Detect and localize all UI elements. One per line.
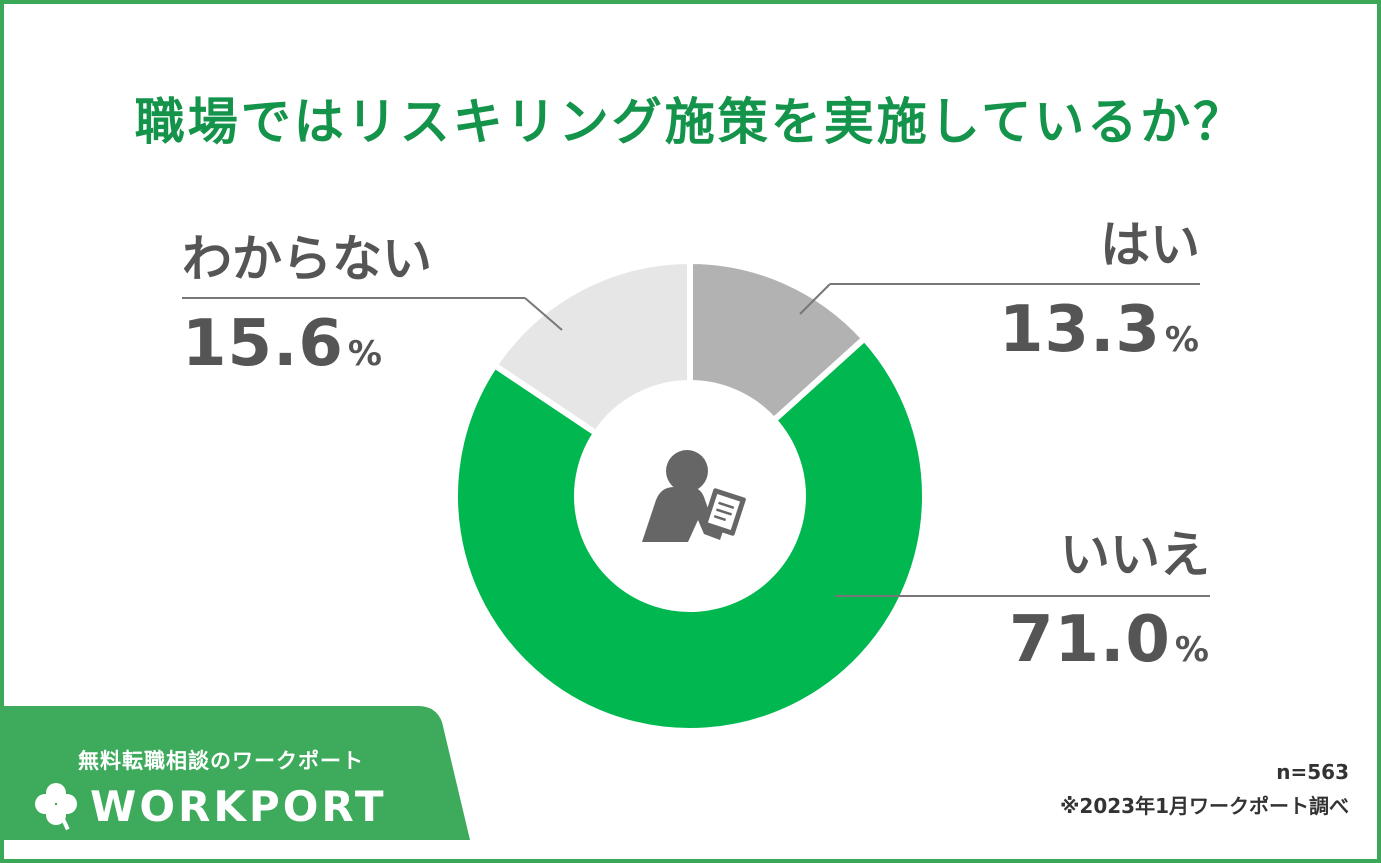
label-unknown-value: 15.6 — [182, 307, 344, 381]
slice-yes — [687, 257, 869, 425]
source-note: ※2023年1月ワークポート調べ — [1059, 794, 1349, 818]
label-yes: はい 13.3% — [999, 220, 1200, 362]
brand-tagline: 無料転職相談のワークポート — [78, 749, 364, 773]
label-unknown-pct: % — [347, 334, 383, 374]
label-yes-pct: % — [1164, 320, 1200, 360]
label-no-value: 71.0 — [1009, 603, 1171, 677]
label-unknown-name: わからない — [182, 230, 432, 288]
clover-icon — [35, 783, 77, 831]
brand-logo[interactable]: WORKPORT — [90, 782, 387, 831]
brand-panel — [0, 706, 470, 840]
sample-size: n=563 — [1276, 760, 1349, 784]
label-no: いいえ 71.0% — [1009, 530, 1210, 672]
label-no-pct: % — [1174, 630, 1210, 670]
leader-line-yes — [799, 283, 831, 315]
label-no-name: いいえ — [1060, 526, 1210, 584]
leader-line-unknown — [524, 297, 563, 331]
person-with-clipboard-icon — [642, 450, 746, 542]
label-yes-name: はい — [1100, 216, 1200, 274]
label-yes-value: 13.3 — [999, 293, 1161, 367]
slice-unknown — [490, 257, 693, 438]
label-unknown: わからない 15.6% — [182, 234, 432, 376]
slice-no — [452, 334, 928, 734]
chart-title: 職場ではリスキリング施策を実施しているか？ — [134, 93, 1247, 151]
